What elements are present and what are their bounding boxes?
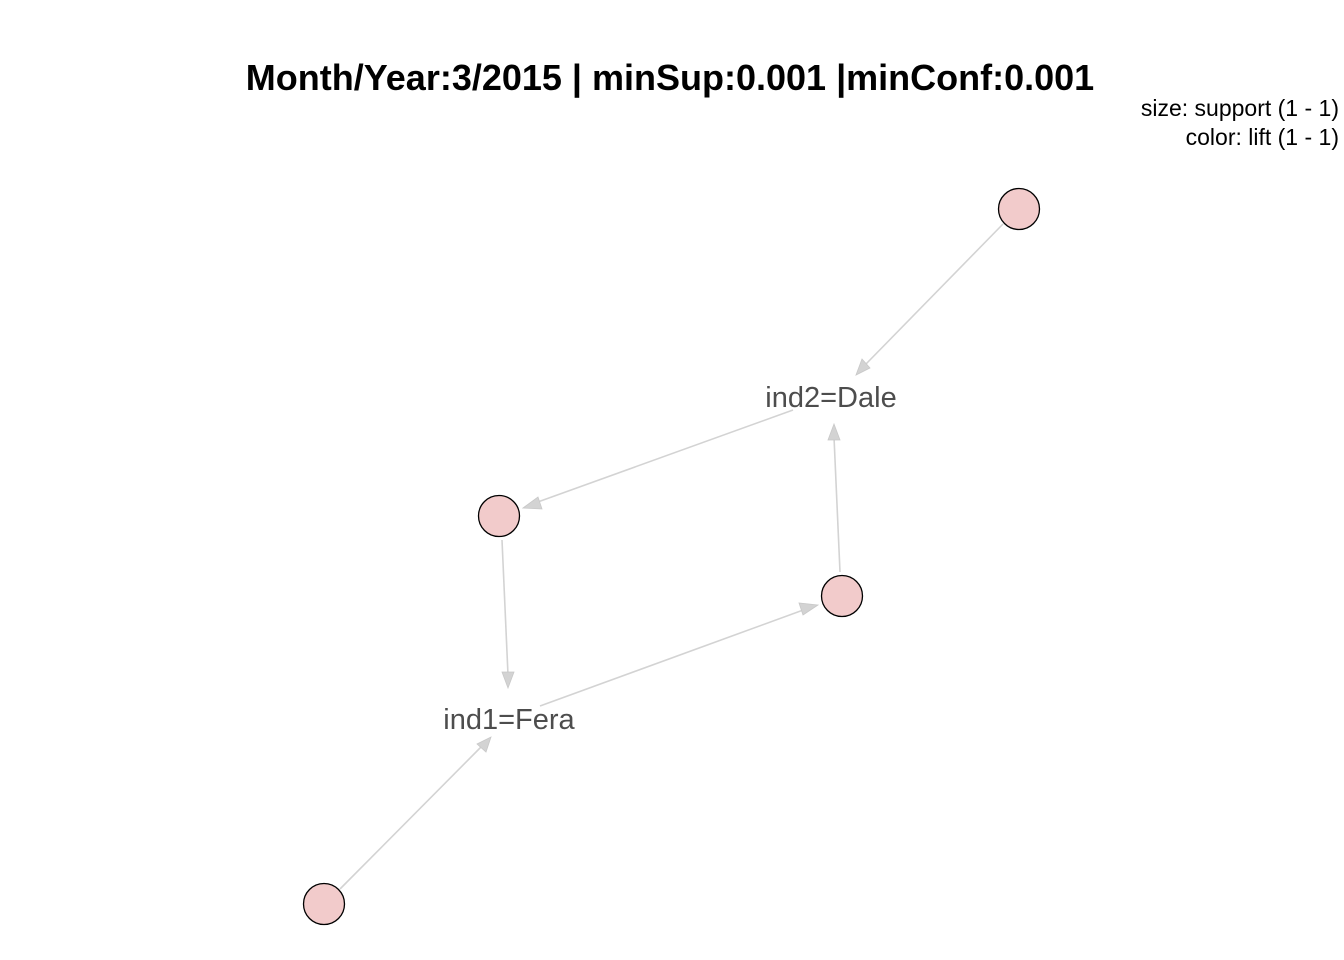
item-label-fera[interactable]: ind1=Fera: [443, 704, 575, 736]
rule-node[interactable]: [302, 882, 346, 926]
edge-rule4-to-fera: [339, 745, 483, 890]
rule-node[interactable]: [477, 494, 521, 538]
edges: [339, 223, 1004, 890]
legend-color: color: lift (1 - 1): [1186, 124, 1339, 150]
rule-node[interactable]: [997, 187, 1041, 231]
arrowhead-dale-to-rule2: [521, 496, 543, 510]
item-label-dale[interactable]: ind2=Dale: [765, 382, 896, 414]
edge-rule3-to-dale: [833, 436, 841, 573]
arrowhead-rule4-to-fera: [476, 736, 492, 753]
graph-title: Month/Year:3/2015 | minSup:0.001 |minCon…: [246, 57, 1094, 99]
legend-size: size: support (1 - 1): [1141, 95, 1339, 121]
arrowhead-rule3-to-dale: [827, 422, 841, 441]
arrowhead-fera-to-rule3: [798, 602, 820, 616]
rule-node[interactable]: [820, 574, 864, 618]
edge-rule2-to-fera: [501, 539, 509, 676]
edge-dale-to-rule2: [534, 409, 794, 504]
arrowhead-rule2-to-fera: [501, 671, 515, 690]
rule-nodes: [302, 187, 1041, 926]
edge-rule1-to-dale: [865, 223, 1004, 365]
arrowhead-rule1-to-dale: [855, 358, 871, 376]
edge-fera-to-rule3: [539, 608, 807, 707]
